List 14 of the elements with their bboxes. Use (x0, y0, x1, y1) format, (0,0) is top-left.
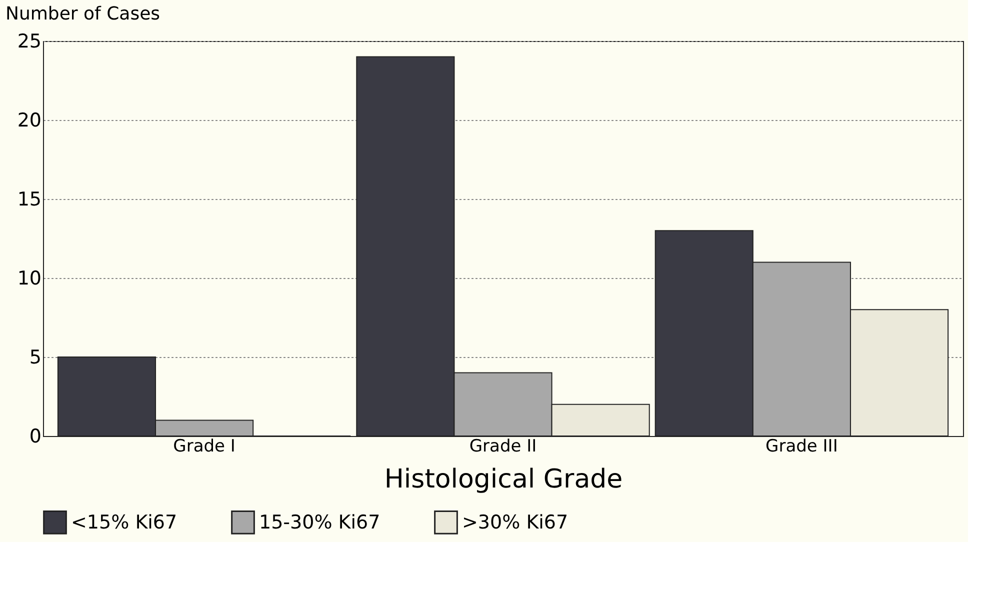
y-tick-label: 20 (17, 110, 42, 132)
legend-label: >30% Ki67 (462, 511, 568, 534)
y-tick-label: 5 (29, 346, 42, 368)
x-tick-label: Grade III (766, 436, 838, 456)
legend-label: <15% Ki67 (71, 511, 178, 534)
y-axis-title: Number of Cases (6, 4, 160, 24)
x-tick-label: Grade I (173, 436, 236, 456)
legend-label: 15-30% Ki67 (259, 511, 380, 534)
y-tick-label: 15 (17, 188, 42, 210)
y-tick-label: 25 (17, 30, 42, 52)
y-tick-label: 10 (17, 268, 42, 290)
x-axis-title: Histological Grade (384, 464, 623, 494)
x-tick-label: Grade II (469, 436, 537, 456)
y-tick-label: 0 (29, 426, 42, 448)
